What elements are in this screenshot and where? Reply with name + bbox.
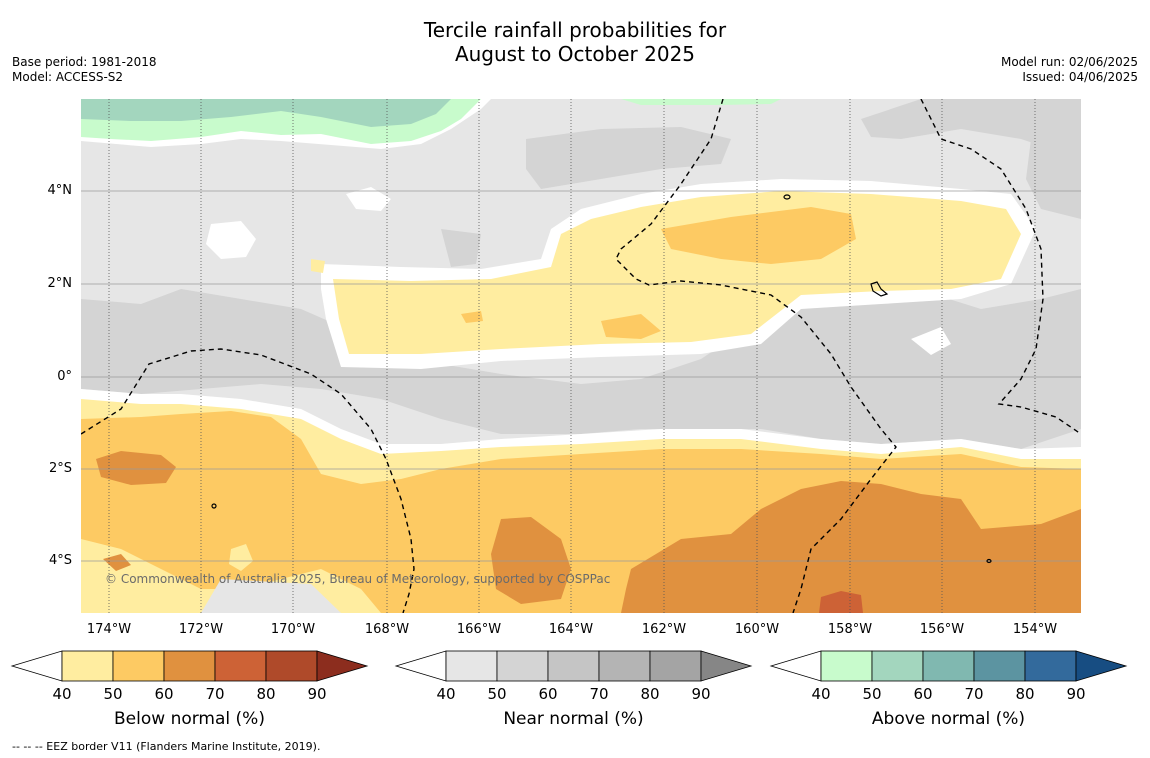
colorbar-tick-label: 70 bbox=[205, 685, 225, 703]
lon-label-170w: 170°W bbox=[270, 622, 316, 637]
colorbar-tick-label: 40 bbox=[436, 685, 456, 703]
below-normal-north-band bbox=[311, 179, 1036, 369]
colorbar-tick-label: 80 bbox=[640, 685, 660, 703]
lat-label-4s: 4°S bbox=[48, 553, 72, 568]
lat-label-4n: 4°N bbox=[47, 183, 73, 198]
eez-footnote: -- -- -- EEZ border V11 (Flanders Marine… bbox=[12, 740, 321, 753]
lon-label-156w: 156°W bbox=[919, 622, 965, 637]
colorbar-extend-low bbox=[394, 650, 447, 682]
meta-left: Base period: 1981-2018 Model: ACCESS-S2 bbox=[12, 55, 157, 85]
colorbar-segment bbox=[265, 650, 318, 682]
colorbar-segment bbox=[1024, 650, 1077, 682]
graticule bbox=[81, 190, 1081, 562]
eez-border bbox=[81, 99, 1081, 613]
colorbar-segment bbox=[598, 650, 651, 682]
above-normal-region bbox=[81, 99, 781, 149]
colorbar-tick-label: 60 bbox=[154, 685, 174, 703]
colorbar-segment bbox=[547, 650, 600, 682]
lon-label-174w: 174°W bbox=[86, 622, 132, 637]
title-line-2: August to October 2025 bbox=[454, 42, 696, 66]
lon-label-160w: 160°W bbox=[734, 622, 780, 637]
colorbar-segment bbox=[61, 650, 114, 682]
rainfall-probability-map bbox=[81, 99, 1081, 613]
colorbar-tick-label: 40 bbox=[811, 685, 831, 703]
colorbar-extend-high bbox=[700, 650, 753, 682]
colorbar-extend-low bbox=[769, 650, 822, 682]
colorbar-tick-label: 50 bbox=[862, 685, 882, 703]
colorbar-tick-label: 90 bbox=[691, 685, 711, 703]
colorbar-near-normal bbox=[394, 650, 753, 682]
colorbar-segment bbox=[649, 650, 702, 682]
colorbars bbox=[10, 650, 1128, 682]
colorbar-tick-label: 90 bbox=[1066, 685, 1086, 703]
lon-label-166w: 166°W bbox=[456, 622, 502, 637]
meta-right: Model run: 02/06/2025 Issued: 04/06/2025 bbox=[1001, 55, 1138, 85]
colorbar-tick-label: 80 bbox=[1015, 685, 1035, 703]
colorbar-extend-high bbox=[316, 650, 369, 682]
title-line-1: Tercile rainfall probabilities for bbox=[423, 18, 727, 42]
lon-label-164w: 164°W bbox=[548, 622, 594, 637]
base-period: Base period: 1981-2018 bbox=[12, 55, 157, 69]
issued-date: Issued: 04/06/2025 bbox=[1022, 70, 1138, 84]
colorbar-segment bbox=[214, 650, 267, 682]
lat-label-0: 0° bbox=[57, 369, 72, 384]
colorbar-segment bbox=[112, 650, 165, 682]
colorbar-label-below: Below normal (%) bbox=[114, 709, 265, 729]
colorbar-segment bbox=[871, 650, 924, 682]
colorbar-segment bbox=[163, 650, 216, 682]
colorbar-tick-label: 70 bbox=[589, 685, 609, 703]
colorbar-tick-label: 60 bbox=[538, 685, 558, 703]
colorbar-tick-label: 70 bbox=[964, 685, 984, 703]
colorbar-tick-label: 40 bbox=[52, 685, 72, 703]
colorbar-segment bbox=[445, 650, 498, 682]
model-name: Model: ACCESS-S2 bbox=[12, 70, 124, 84]
model-run: Model run: 02/06/2025 bbox=[1000, 55, 1138, 69]
colorbar-segment bbox=[922, 650, 975, 682]
below-normal-south-region bbox=[81, 389, 1081, 613]
lat-label-2s: 2°S bbox=[48, 461, 72, 476]
map-area bbox=[81, 99, 1081, 613]
lon-label-162w: 162°W bbox=[641, 622, 687, 637]
colorbar-extend-high bbox=[1075, 650, 1128, 682]
colorbar-label-above: Above normal (%) bbox=[871, 709, 1026, 729]
lat-label-2n: 2°N bbox=[47, 276, 73, 291]
copyright-notice: © Commonwealth of Australia 2025, Bureau… bbox=[105, 572, 611, 586]
colorbar-tick-label: 60 bbox=[913, 685, 933, 703]
colorbar-segment bbox=[496, 650, 549, 682]
lon-label-158w: 158°W bbox=[827, 622, 873, 637]
lon-label-154w: 154°W bbox=[1012, 622, 1058, 637]
colorbar-tick-label: 90 bbox=[307, 685, 327, 703]
lon-label-172w: 172°W bbox=[178, 622, 224, 637]
colorbar-below-normal bbox=[10, 650, 369, 682]
colorbar-tick-label: 50 bbox=[487, 685, 507, 703]
colorbar-extend-low bbox=[10, 650, 63, 682]
lon-label-168w: 168°W bbox=[364, 622, 410, 637]
colorbar-label-near: Near normal (%) bbox=[503, 709, 644, 729]
map-title: Tercile rainfall probabilities for Augus… bbox=[0, 18, 1150, 66]
colorbar-tick-label: 80 bbox=[256, 685, 276, 703]
colorbar-above-normal bbox=[769, 650, 1128, 682]
islands bbox=[211, 194, 992, 564]
colorbar-tick-label: 50 bbox=[103, 685, 123, 703]
colorbar-segment bbox=[820, 650, 873, 682]
colorbar-segment bbox=[973, 650, 1026, 682]
